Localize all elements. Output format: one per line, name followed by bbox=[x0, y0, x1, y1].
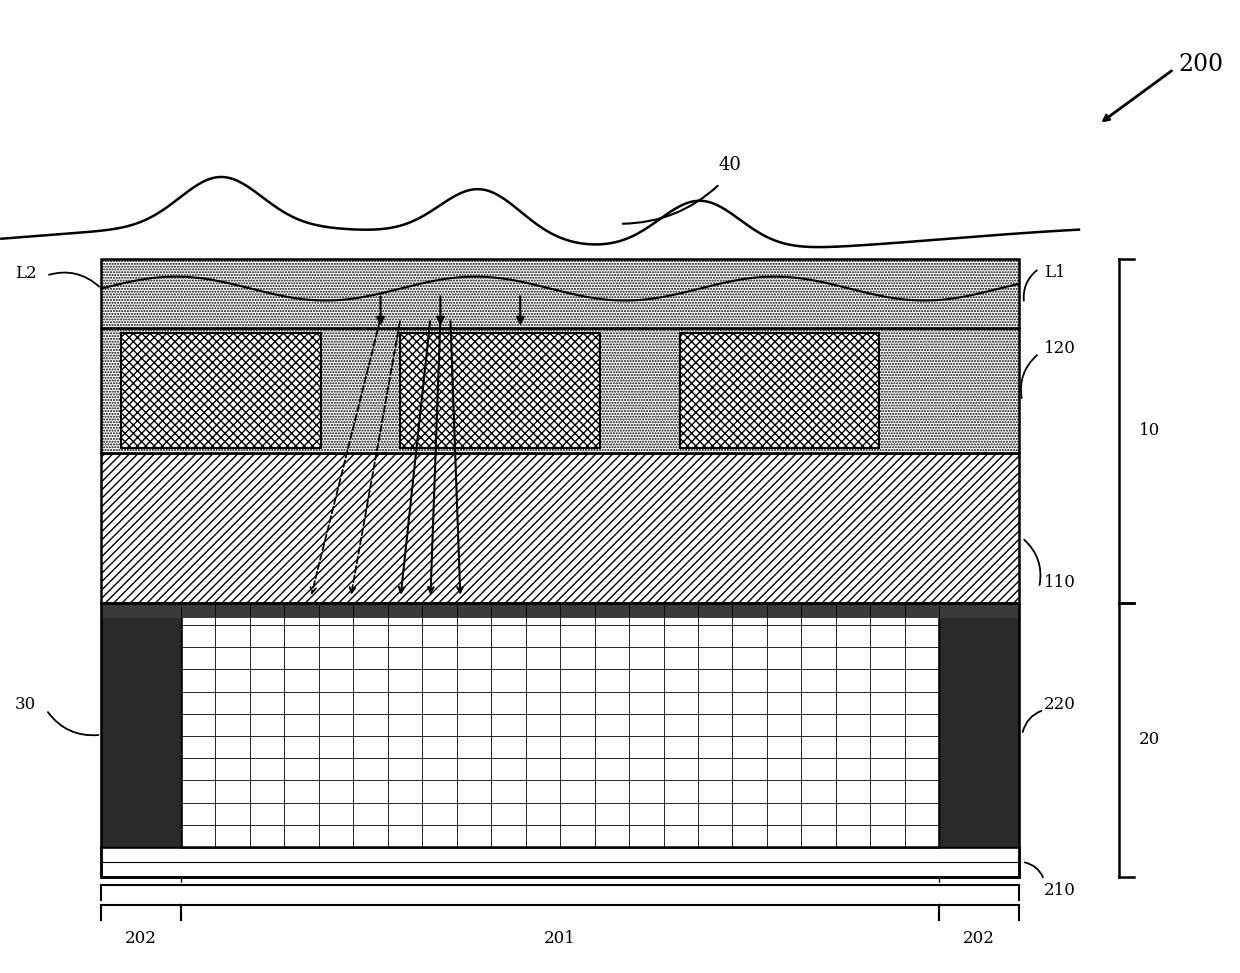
Text: 200: 200 bbox=[1179, 53, 1224, 76]
Text: 110: 110 bbox=[1044, 574, 1076, 592]
Bar bbox=[401, 334, 600, 449]
Bar bbox=[102, 329, 1019, 453]
Text: L1: L1 bbox=[1044, 264, 1065, 280]
Bar bbox=[181, 602, 939, 847]
Text: 30: 30 bbox=[15, 697, 36, 713]
Text: 20: 20 bbox=[1138, 732, 1161, 748]
Bar bbox=[102, 847, 1019, 877]
Bar bbox=[102, 602, 181, 847]
Bar bbox=[102, 259, 1019, 329]
Text: 220: 220 bbox=[1044, 697, 1076, 713]
Bar bbox=[102, 602, 1019, 877]
Bar bbox=[102, 602, 1019, 618]
Text: 202: 202 bbox=[125, 930, 157, 947]
Bar bbox=[680, 334, 879, 449]
Text: L2: L2 bbox=[15, 265, 36, 282]
Bar bbox=[939, 602, 1019, 847]
Bar bbox=[102, 453, 1019, 602]
Text: 40: 40 bbox=[718, 156, 742, 174]
Text: 202: 202 bbox=[963, 930, 996, 947]
Text: 10: 10 bbox=[1138, 422, 1161, 439]
Text: 201: 201 bbox=[544, 930, 577, 947]
Text: 120: 120 bbox=[1044, 340, 1076, 357]
Bar bbox=[122, 334, 321, 449]
Text: 210: 210 bbox=[1044, 882, 1076, 899]
